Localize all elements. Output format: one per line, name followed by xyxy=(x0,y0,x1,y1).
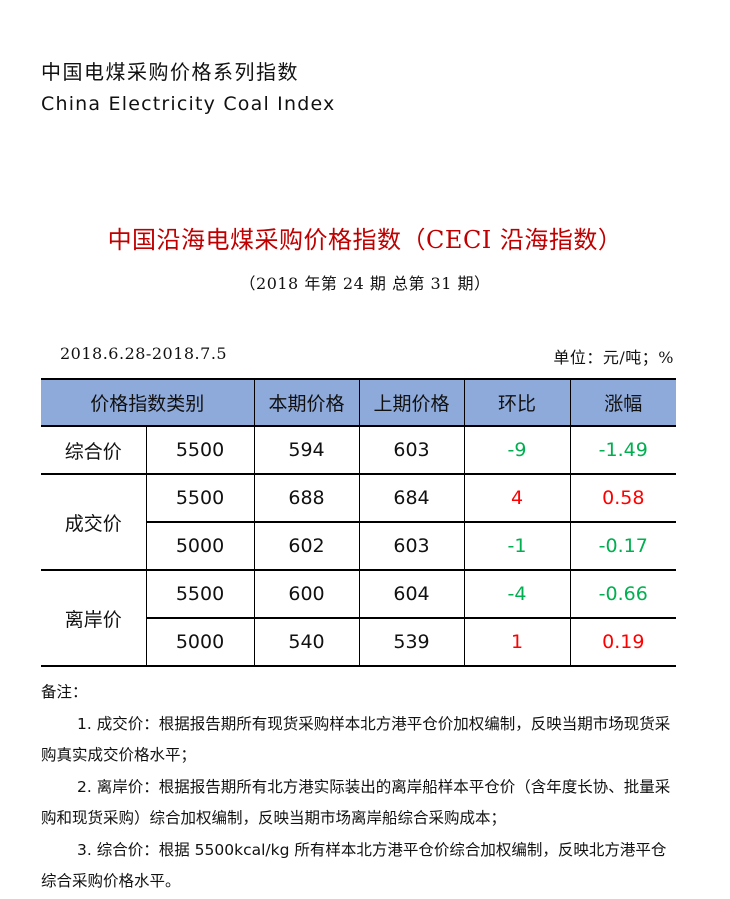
series-title-en: China Electricity Coal Index xyxy=(41,93,336,115)
previous-price-cell: 603 xyxy=(358,425,465,475)
mom-cell: -9 xyxy=(463,425,571,475)
grade-cell: 5500 xyxy=(145,473,255,523)
previous-price-cell: 603 xyxy=(358,521,465,571)
header-category: 价格指数类别 xyxy=(41,378,255,427)
header-current-price: 本期价格 xyxy=(253,378,360,427)
previous-price-cell: 604 xyxy=(358,569,465,619)
report-issue: （2018 年第 24 期 总第 31 期） xyxy=(239,274,491,293)
current-price-cell: 540 xyxy=(253,617,360,667)
grade-cell: 5500 xyxy=(145,569,255,619)
grade-cell: 5000 xyxy=(146,617,255,667)
header-change-pct: 涨幅 xyxy=(569,378,677,427)
mom-cell: -4 xyxy=(463,569,571,619)
table-header-row: 价格指数类别 本期价格 上期价格 环比 涨幅 xyxy=(41,378,677,427)
table-row: 综合价 5500 594 603 -9 -1.49 xyxy=(41,425,677,475)
mom-cell: 1 xyxy=(463,617,571,667)
change-pct-cell: -0.66 xyxy=(569,569,677,619)
header-mom: 环比 xyxy=(463,378,571,427)
mom-cell: -1 xyxy=(463,521,571,571)
current-price-cell: 688 xyxy=(253,473,360,523)
mom-cell: 4 xyxy=(463,473,571,523)
change-pct-cell: -1.49 xyxy=(569,425,677,475)
previous-price-cell: 539 xyxy=(358,617,465,667)
current-price-cell: 602 xyxy=(253,521,360,571)
category-cell: 成交价 xyxy=(41,473,147,571)
price-index-table: 价格指数类别 本期价格 上期价格 环比 涨幅 综合价 5500 594 603 … xyxy=(41,378,677,667)
note-item-3: 3. 综合价：根据 5500kcal/kg 所有样本北方港平仓价综合加权编制，反… xyxy=(41,840,667,891)
report-title: 中国沿海电煤采购价格指数（CECI 沿海指数） xyxy=(107,226,623,254)
date-range: 2018.6.28-2018.7.5 xyxy=(60,344,228,363)
note-item-2: 2. 离岸价：根据报告期所有北方港实际装出的离岸船样本平仓价（含年度长协、批量采… xyxy=(41,777,671,828)
grade-cell: 5000 xyxy=(146,521,255,571)
series-title-cn: 中国电煤采购价格系列指数 xyxy=(41,60,299,84)
notes-section: 备注： 1. 成交价：根据报告期所有现货采购样本北方港平仓价加权编制，反映当期市… xyxy=(41,677,681,898)
category-cell: 综合价 xyxy=(41,425,147,475)
notes-label: 备注： xyxy=(41,683,88,701)
unit-label: 单位：元/吨；% xyxy=(553,348,674,367)
previous-price-cell: 684 xyxy=(358,473,465,523)
header-previous-price: 上期价格 xyxy=(358,378,465,427)
grade-cell: 5500 xyxy=(145,425,255,475)
table-row: 5000 540 539 1 0.19 xyxy=(41,617,677,667)
current-price-cell: 600 xyxy=(253,569,360,619)
table-row: 成交价 5500 688 684 4 0.58 xyxy=(41,473,677,571)
note-item-1: 1. 成交价：根据报告期所有现货采购样本北方港平仓价加权编制，反映当期市场现货采… xyxy=(41,714,671,765)
category-cell: 离岸价 xyxy=(41,569,147,667)
change-pct-cell: -0.17 xyxy=(569,521,677,571)
change-pct-cell: 0.19 xyxy=(569,617,677,667)
current-price-cell: 594 xyxy=(253,425,360,475)
table-row: 5000 602 603 -1 -0.17 xyxy=(41,521,677,571)
change-pct-cell: 0.58 xyxy=(569,473,677,523)
table-row: 离岸价 5500 600 604 -4 -0.66 xyxy=(41,569,677,667)
